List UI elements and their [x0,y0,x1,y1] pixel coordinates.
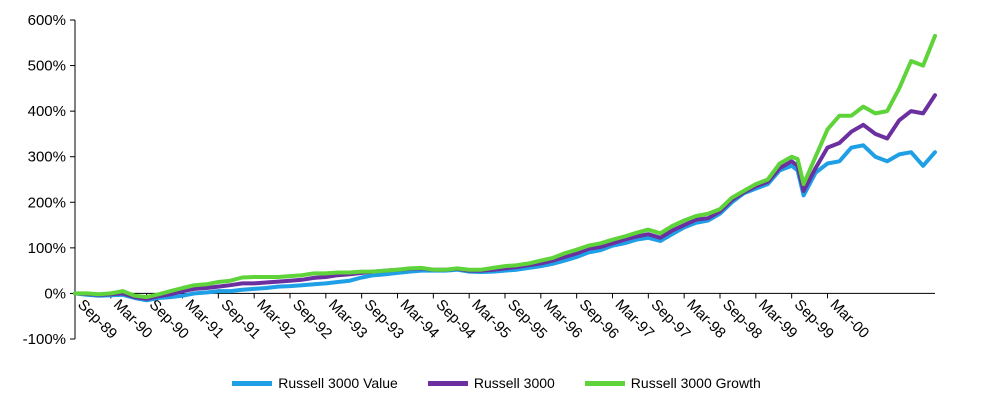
x-tick-label: Sep-95 [504,296,550,342]
x-tick-label: Mar-94 [397,296,443,342]
series-line-1 [73,93,937,301]
x-tick-label: Sep-98 [719,296,765,342]
series-line-2 [73,33,937,300]
x-tick-label: Mar-96 [540,296,586,342]
x-tick-label: Mar-90 [110,296,156,342]
y-tick-label: 0% [44,285,66,302]
x-tick-label: Mar-97 [612,296,658,342]
x-tick-label: Sep-93 [361,296,407,342]
legend-swatch [427,380,468,386]
x-tick-label: Sep-99 [791,296,837,342]
x-tick-label: Sep-94 [433,296,479,342]
x-tick-label: Mar-93 [325,296,371,342]
y-tick-label: 300% [28,149,66,166]
y-axis: -100% 0% 100% 200% 300% 400% 500% 600% [23,12,76,348]
y-tick-label: 100% [28,240,66,257]
x-tick-label: Mar-92 [253,296,299,342]
legend-item: Russell 3000 Value [232,372,398,394]
y-tick-label: 400% [28,103,66,120]
x-tick-label: Mar-99 [755,296,801,342]
y-tick-label: 200% [28,194,66,211]
legend-label: Russell 3000 [473,375,555,391]
legend-swatch [232,380,273,386]
y-tick-label: 600% [28,12,66,29]
legend: Russell 3000 Value Russell 3000 Russell 30… [0,372,993,394]
legend-item: Russell 3000 Growth [584,372,761,394]
legend-item: Russell 3000 [427,372,555,394]
y-tick-label: 500% [28,58,66,75]
x-tick-label: Sep-97 [648,296,694,342]
x-tick-label: Sep-91 [218,296,264,342]
x-tick-label: Mar-91 [182,296,228,342]
x-tick-label: Mar-95 [468,296,514,342]
x-tick-label: Sep-92 [289,296,335,342]
x-tick-label: Mar-00 [827,296,873,342]
legend-label: Russell 3000 Growth [630,375,761,391]
x-tick-label: Mar-98 [683,296,729,342]
x-tick-label: Sep-89 [74,296,120,342]
series-line-0 [73,143,937,303]
legend-swatch [584,380,625,386]
x-tick-label: Sep-90 [146,296,192,342]
x-tick-label: Sep-96 [576,296,622,342]
x-axis: Sep-89Mar-90Sep-90Mar-91Sep-91Mar-92Sep-… [74,292,935,342]
y-tick-label: -100% [23,331,66,348]
series-lines [73,33,937,303]
legend-label: Russell 3000 Value [278,375,398,391]
